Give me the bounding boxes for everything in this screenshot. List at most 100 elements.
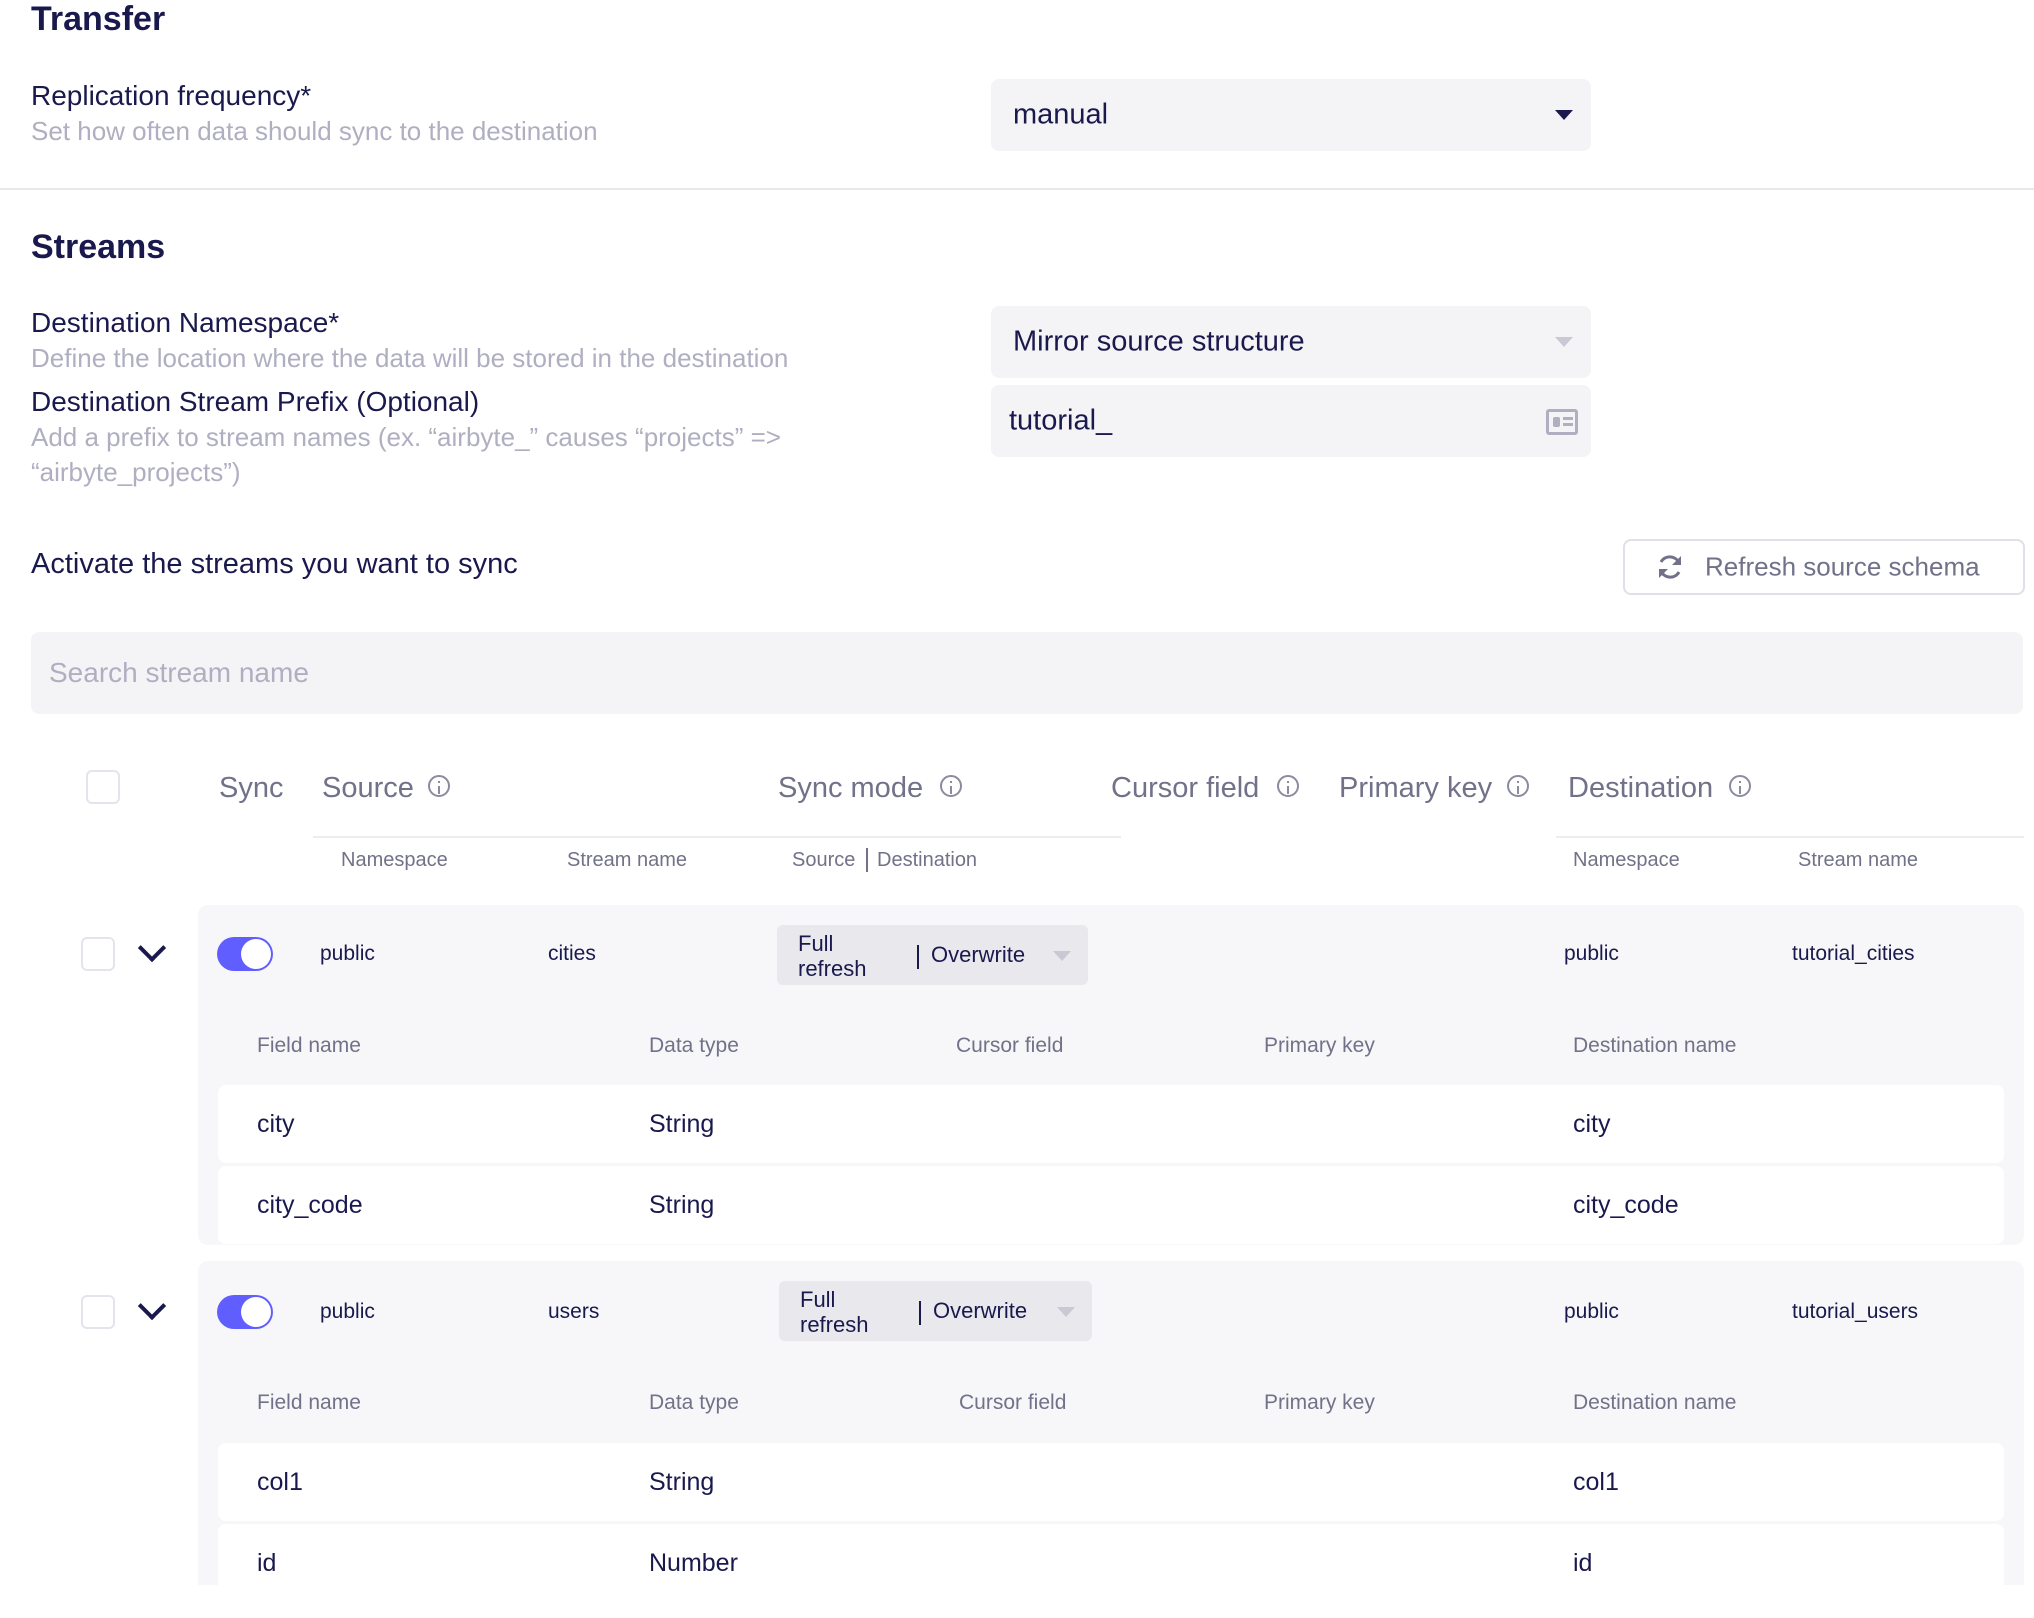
subheader-separator bbox=[866, 848, 868, 872]
refresh-source-schema-button[interactable]: Refresh source schema bbox=[1623, 539, 2025, 595]
section-divider bbox=[0, 188, 2034, 190]
transfer-title: Transfer bbox=[31, 0, 166, 38]
header-sync: Sync bbox=[219, 772, 284, 804]
sync-mode-separator bbox=[917, 945, 919, 969]
subheader-stream-name: Stream name bbox=[567, 849, 688, 871]
subheader-source: Source bbox=[792, 849, 856, 871]
sync-mode-separator bbox=[919, 1301, 921, 1325]
bottom-cutoff bbox=[0, 1585, 2034, 1618]
replication-frequency-select[interactable]: manual bbox=[991, 79, 1591, 151]
field-name: city bbox=[257, 1110, 295, 1138]
destination-namespace-desc: Define the location where the data will … bbox=[31, 343, 789, 373]
subheader-dest-stream-name: Stream name bbox=[1798, 849, 1919, 871]
field-header-primary-key: Primary key bbox=[1264, 1391, 1375, 1414]
sync-mode-source: Full refresh bbox=[800, 1287, 868, 1337]
sync-mode-destination: Overwrite bbox=[931, 942, 1026, 967]
dest-stream-name: tutorial_users bbox=[1792, 1300, 1919, 1323]
field-header-destination-name: Destination name bbox=[1573, 1391, 1737, 1414]
search-stream-input[interactable] bbox=[31, 632, 2023, 714]
field-type: String bbox=[649, 1468, 715, 1496]
field-name: id bbox=[257, 1549, 277, 1577]
stream-checkbox[interactable] bbox=[81, 937, 115, 971]
field-name: col1 bbox=[257, 1468, 303, 1496]
sync-mode-source: Full refresh bbox=[798, 931, 866, 981]
stream-prefix-label: Destination Stream Prefix (Optional) bbox=[31, 386, 480, 417]
caret-down-icon bbox=[1053, 951, 1071, 961]
field-row bbox=[218, 1443, 2004, 1521]
sync-toggle[interactable] bbox=[217, 1295, 273, 1329]
stream-namespace: public bbox=[320, 1300, 375, 1323]
dest-namespace: public bbox=[1564, 942, 1619, 965]
field-header-type: Data type bbox=[649, 1391, 739, 1414]
sync-toggle[interactable] bbox=[217, 937, 273, 971]
field-header-name: Field name bbox=[257, 1391, 361, 1414]
caret-down-icon bbox=[1555, 337, 1573, 347]
field-header-cursor: Cursor field bbox=[956, 1034, 1064, 1057]
replication-frequency-value: manual bbox=[1013, 98, 1109, 131]
info-icon[interactable] bbox=[940, 775, 962, 797]
chevron-down-icon[interactable] bbox=[137, 1291, 167, 1321]
stream-prefix-desc-line2: “airbyte_projects”) bbox=[31, 457, 241, 487]
sync-mode-destination: Overwrite bbox=[933, 1298, 1028, 1323]
sync-mode-source-line1: Full bbox=[798, 931, 834, 956]
replication-frequency-desc: Set how often data should sync to the de… bbox=[31, 116, 598, 146]
info-icon[interactable] bbox=[1507, 775, 1529, 797]
refresh-icon bbox=[1659, 555, 1681, 579]
field-type: String bbox=[649, 1110, 715, 1138]
info-icon[interactable] bbox=[1277, 775, 1299, 797]
header-source: Source bbox=[322, 772, 414, 804]
sync-mode-select[interactable]: Full refresh Overwrite bbox=[777, 925, 1088, 985]
sync-mode-select[interactable]: Full refresh Overwrite bbox=[779, 1281, 1092, 1341]
field-header-destination-name: Destination name bbox=[1573, 1034, 1737, 1057]
activate-streams-label: Activate the streams you want to sync bbox=[31, 548, 518, 580]
header-divider bbox=[1556, 836, 2024, 838]
sync-mode-source-line2: refresh bbox=[800, 1312, 869, 1337]
field-header-type: Data type bbox=[649, 1034, 739, 1057]
stream-name: cities bbox=[548, 942, 596, 965]
caret-down-icon bbox=[1555, 110, 1573, 120]
info-icon[interactable] bbox=[428, 775, 450, 797]
streams-title: Streams bbox=[31, 228, 166, 266]
id-card-icon bbox=[1546, 409, 1578, 435]
header-divider bbox=[313, 836, 1121, 838]
header-sync-mode: Sync mode bbox=[778, 772, 924, 804]
select-all-checkbox[interactable] bbox=[86, 770, 120, 804]
field-name: city_code bbox=[257, 1191, 363, 1219]
field-header-cursor: Cursor field bbox=[959, 1391, 1067, 1414]
field-header-primary-key: Primary key bbox=[1264, 1034, 1375, 1057]
caret-down-icon bbox=[1057, 1307, 1075, 1317]
field-row bbox=[218, 1166, 2004, 1244]
field-dest-name: city bbox=[1573, 1110, 1611, 1138]
sync-mode-source-line1: Full bbox=[800, 1287, 836, 1312]
header-primary-key: Primary key bbox=[1339, 772, 1493, 804]
destination-namespace-label: Destination Namespace* bbox=[31, 307, 340, 338]
field-dest-name: city_code bbox=[1573, 1191, 1679, 1219]
subheader-namespace: Namespace bbox=[341, 849, 448, 871]
field-row bbox=[218, 1085, 2004, 1163]
subheader-dest-namespace: Namespace bbox=[1573, 849, 1680, 871]
stream-namespace: public bbox=[320, 942, 375, 965]
dest-stream-name: tutorial_cities bbox=[1792, 942, 1915, 965]
info-icon[interactable] bbox=[1729, 775, 1751, 797]
field-row bbox=[218, 1524, 2004, 1594]
header-destination: Destination bbox=[1568, 772, 1714, 804]
destination-namespace-value: Mirror source structure bbox=[1013, 325, 1305, 358]
stream-prefix-input[interactable]: tutorial_ bbox=[991, 385, 1591, 457]
destination-namespace-select[interactable]: Mirror source structure bbox=[991, 306, 1591, 378]
field-header-name: Field name bbox=[257, 1034, 361, 1057]
field-dest-name: id bbox=[1573, 1549, 1593, 1577]
replication-frequency-label: Replication frequency* bbox=[31, 80, 312, 111]
field-type: String bbox=[649, 1191, 715, 1219]
field-dest-name: col1 bbox=[1573, 1468, 1619, 1496]
stream-name: users bbox=[548, 1300, 600, 1323]
header-cursor-field: Cursor field bbox=[1111, 772, 1260, 804]
stream-prefix-value: tutorial_ bbox=[1009, 404, 1113, 437]
stream-checkbox[interactable] bbox=[81, 1295, 115, 1329]
subheader-destination: Destination bbox=[877, 849, 978, 871]
chevron-down-icon[interactable] bbox=[137, 933, 167, 963]
field-type: Number bbox=[649, 1549, 738, 1577]
refresh-button-label: Refresh source schema bbox=[1705, 551, 1980, 582]
dest-namespace: public bbox=[1564, 1300, 1619, 1323]
sync-mode-source-line2: refresh bbox=[798, 956, 867, 981]
stream-prefix-desc-line1: Add a prefix to stream names (ex. “airby… bbox=[31, 422, 781, 452]
